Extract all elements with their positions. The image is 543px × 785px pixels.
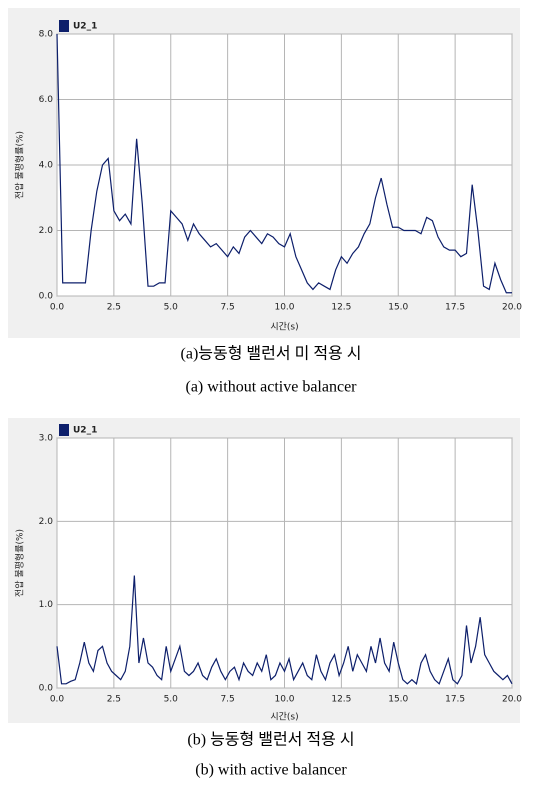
legend-label: U2_1: [73, 22, 97, 32]
x-tick-label: 12.5: [331, 695, 351, 705]
x-tick-label: 10.0: [274, 695, 294, 705]
y-tick-label: 0.0: [39, 292, 54, 302]
legend-label: U2_1: [73, 426, 97, 436]
y-tick-label: 3.0: [39, 434, 54, 444]
data-line: [56, 575, 513, 685]
x-tick-label: 7.5: [220, 695, 234, 705]
x-tick-label: 0.0: [50, 695, 65, 705]
legend-swatch: [59, 20, 69, 32]
x-tick-label: 0.0: [50, 303, 65, 313]
caption: (a)능동형 밸런서 미 적용 시: [181, 345, 362, 363]
x-tick-label: 5.0: [164, 303, 179, 313]
x-tick-label: 17.5: [445, 303, 465, 313]
y-tick-label: 1.0: [39, 600, 54, 610]
x-tick-label: 7.5: [220, 303, 234, 313]
y-tick-label: 0.0: [39, 684, 54, 694]
x-tick-label: 2.5: [107, 303, 121, 313]
y-axis-label: 전압 불평형률(%): [14, 529, 26, 597]
legend-swatch: [59, 424, 69, 436]
subcaption: (b) with active balancer: [195, 762, 347, 779]
y-tick-label: 4.0: [39, 161, 54, 171]
x-tick-label: 20.0: [502, 303, 522, 313]
data-line: [56, 33, 512, 294]
x-tick-label: 15.0: [388, 695, 408, 705]
y-tick-label: 2.0: [39, 517, 54, 527]
caption: (b) 능동형 밸런서 적용 시: [187, 731, 354, 749]
x-tick-label: 10.0: [274, 303, 294, 313]
x-tick-label: 15.0: [388, 303, 408, 313]
x-tick-label: 12.5: [331, 303, 351, 313]
x-axis-label: 시간(s): [270, 712, 298, 723]
x-axis-label: 시간(s): [270, 322, 298, 333]
y-axis-label: 전압 불평형률(%): [14, 131, 26, 199]
x-tick-label: 5.0: [164, 695, 179, 705]
y-tick-label: 8.0: [39, 30, 54, 40]
x-tick-label: 2.5: [107, 695, 121, 705]
y-tick-label: 2.0: [39, 226, 54, 236]
x-tick-label: 17.5: [445, 695, 465, 705]
x-tick-label: 20.0: [502, 695, 522, 705]
y-tick-label: 6.0: [39, 95, 54, 105]
subcaption: (a) without active balancer: [185, 379, 357, 396]
